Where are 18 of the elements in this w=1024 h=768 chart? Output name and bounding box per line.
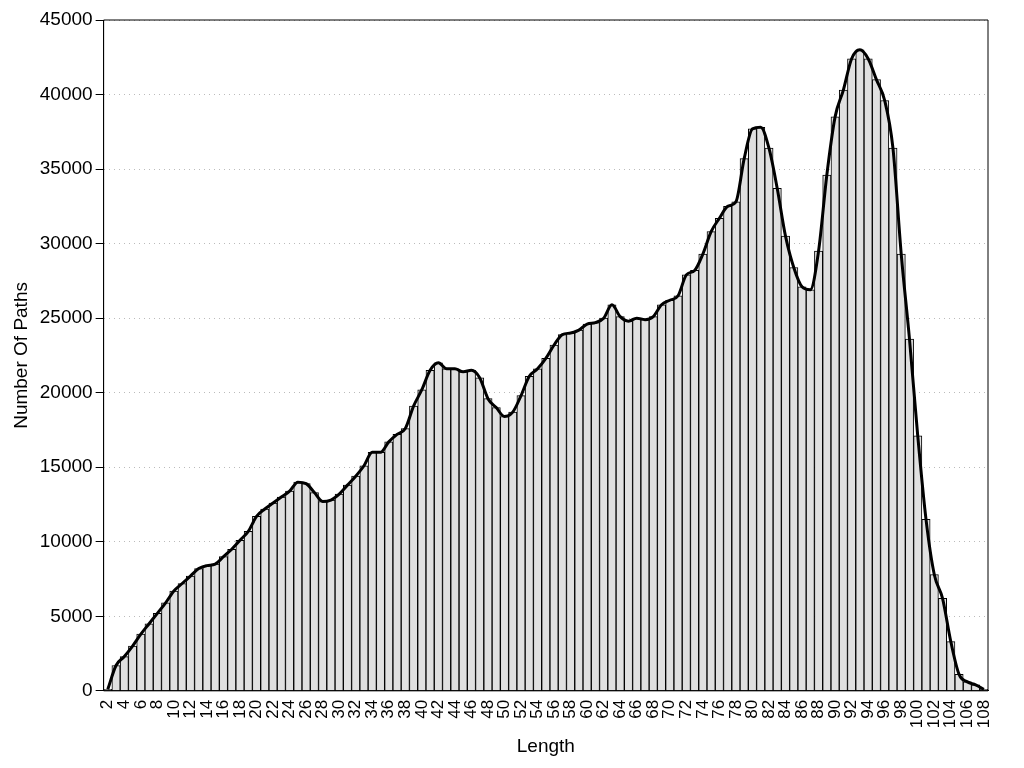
x-tick-label: 104 (940, 699, 960, 729)
y-tick-label: 25000 (39, 306, 93, 328)
x-tick-label: 38 (395, 699, 414, 719)
y-tick-label: 30000 (39, 231, 93, 253)
x-tick-label: 70 (659, 699, 679, 719)
x-axis-title: Length (516, 734, 575, 756)
y-tick-label: 10000 (39, 530, 93, 551)
y-tick-label: 5000 (50, 604, 93, 626)
y-tick-label: 0 (82, 679, 93, 701)
y-tick-label: 40000 (39, 82, 93, 104)
y-axis-title: Number Of Paths (9, 282, 31, 429)
x-tick-label: 6 (130, 699, 150, 710)
x-tick-label: 40 (411, 699, 431, 719)
y-tick-label: 15000 (39, 455, 93, 477)
y-tick-label: 45000 (39, 8, 93, 30)
y-tick-label: 20000 (39, 380, 93, 402)
y-tick-label: 35000 (39, 157, 93, 179)
x-tick-label: 36 (378, 699, 398, 719)
